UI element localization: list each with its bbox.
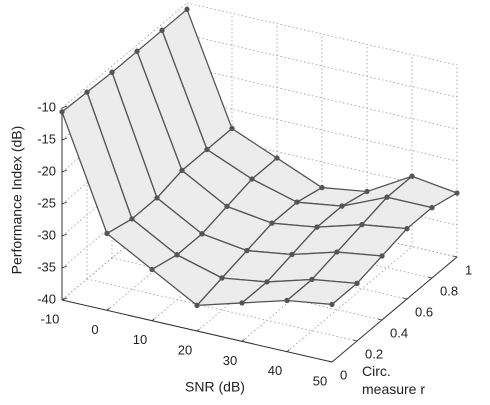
data-point [284, 297, 290, 304]
x-tick-label: 30 [223, 353, 237, 368]
data-point [104, 230, 110, 237]
z-tick-label: -10 [37, 99, 56, 114]
x-tick-label: 50 [313, 373, 327, 388]
x-tick [106, 308, 110, 311]
data-point [309, 276, 315, 283]
x-tick-label: 20 [178, 342, 192, 357]
grid-line [286, 246, 413, 352]
y-tick [452, 255, 458, 258]
z-tick-label: -25 [37, 195, 56, 210]
data-point [159, 27, 165, 33]
data-point [179, 167, 185, 174]
x-tick [331, 359, 335, 363]
data-point [404, 226, 410, 232]
data-point [264, 279, 270, 285]
y-tick [427, 276, 433, 279]
data-point [219, 275, 225, 281]
y-tick-label: 0.8 [440, 283, 458, 298]
data-point [354, 280, 360, 286]
z-axis-title: Performance Index (dB) [9, 126, 25, 275]
data-point [199, 231, 205, 237]
y-tick [352, 339, 358, 342]
data-point [59, 109, 65, 115]
y-tick-label: 0.4 [390, 325, 408, 340]
data-point [229, 125, 235, 132]
y-tick-label: 0 [340, 367, 347, 382]
x-tick-label: 10 [133, 332, 147, 347]
y-tick [377, 318, 383, 321]
data-point [319, 185, 325, 191]
data-point [339, 203, 345, 209]
data-point [269, 220, 275, 226]
data-point [129, 216, 135, 222]
y-axis-title: Circ. measure r [362, 363, 426, 397]
data-point [134, 48, 140, 55]
x-tick [286, 349, 290, 352]
z-tick-label: -20 [37, 163, 56, 178]
data-point [289, 251, 295, 258]
data-point [314, 224, 320, 230]
x-tick-label: -10 [41, 311, 60, 326]
data-point [174, 252, 180, 258]
data-point [379, 253, 385, 259]
data-point [359, 222, 365, 228]
data-point [294, 199, 300, 205]
data-point [184, 6, 190, 12]
z-tick [61, 105, 68, 109]
x-axis-title: SNR (dB) [185, 379, 245, 395]
data-point [204, 146, 210, 153]
x-tick [241, 339, 245, 342]
z-tick-label: -35 [37, 259, 56, 274]
z-tick-label: -15 [37, 131, 56, 146]
data-point [249, 176, 255, 182]
data-point [454, 190, 460, 196]
data-point [109, 69, 115, 75]
data-point [409, 173, 415, 179]
data-point [239, 300, 245, 306]
y-tick-label: 0.6 [415, 304, 433, 319]
grid-line [61, 2, 188, 109]
x-tick-label: 0 [91, 322, 98, 337]
y-tick [327, 360, 333, 363]
x-tick [196, 328, 200, 332]
data-point [274, 155, 280, 161]
y-tick-label: 1 [465, 262, 472, 277]
data-point [244, 248, 250, 254]
y-tick-label: 0.2 [365, 346, 383, 361]
z-tick [61, 265, 68, 269]
y-tick [402, 297, 408, 300]
z-tick [61, 169, 68, 173]
data-point [154, 195, 160, 201]
data-point [364, 188, 370, 195]
data-point [329, 301, 335, 307]
z-tick [61, 233, 68, 237]
x-tick [61, 297, 65, 301]
z-tick [61, 201, 68, 205]
data-point [334, 249, 340, 255]
z-tick-label: -40 [37, 291, 56, 306]
data-point [194, 302, 200, 308]
data-point [224, 203, 230, 210]
data-point [149, 266, 155, 273]
x-tick-label: 40 [268, 363, 282, 378]
z-tick [61, 137, 68, 141]
data-point [384, 194, 390, 200]
x-tick [151, 318, 155, 321]
data-point [84, 89, 90, 95]
data-point [429, 205, 435, 211]
y-axis [331, 256, 458, 363]
z-tick-label: -30 [37, 227, 56, 242]
